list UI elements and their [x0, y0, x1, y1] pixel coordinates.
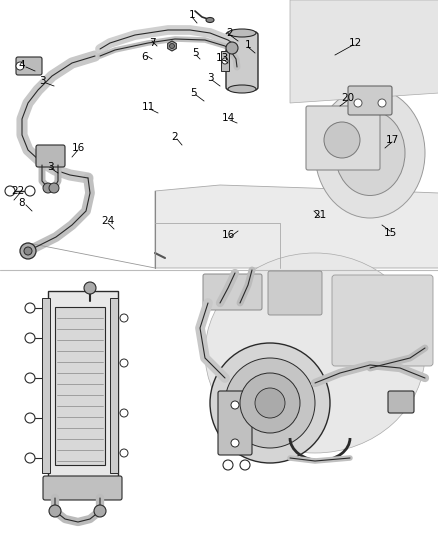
- Circle shape: [120, 314, 128, 322]
- Text: 15: 15: [382, 228, 396, 238]
- Circle shape: [230, 439, 238, 447]
- Circle shape: [25, 303, 35, 313]
- Circle shape: [223, 460, 233, 470]
- FancyBboxPatch shape: [36, 145, 65, 167]
- Circle shape: [222, 58, 227, 64]
- Circle shape: [240, 373, 299, 433]
- Text: 16: 16: [221, 230, 234, 240]
- Circle shape: [230, 401, 238, 409]
- Circle shape: [49, 183, 59, 193]
- FancyBboxPatch shape: [267, 271, 321, 315]
- Ellipse shape: [227, 85, 255, 93]
- Bar: [48, 291, 118, 481]
- Text: 13: 13: [215, 53, 228, 63]
- Text: 3: 3: [46, 162, 53, 172]
- Circle shape: [226, 42, 237, 54]
- Text: 5: 5: [192, 48, 199, 58]
- Text: 21: 21: [313, 210, 326, 220]
- FancyBboxPatch shape: [202, 274, 261, 310]
- FancyBboxPatch shape: [16, 57, 42, 75]
- FancyBboxPatch shape: [226, 32, 258, 90]
- Circle shape: [16, 62, 24, 70]
- Text: 24: 24: [101, 216, 114, 226]
- Circle shape: [120, 449, 128, 457]
- Circle shape: [323, 122, 359, 158]
- Circle shape: [20, 243, 36, 259]
- Circle shape: [25, 186, 35, 196]
- Text: 14: 14: [221, 113, 234, 123]
- Circle shape: [5, 186, 15, 196]
- Bar: [42, 298, 50, 473]
- Text: 2: 2: [226, 28, 233, 38]
- FancyBboxPatch shape: [331, 275, 432, 366]
- Circle shape: [240, 460, 249, 470]
- Text: 12: 12: [348, 38, 361, 48]
- Polygon shape: [290, 0, 438, 103]
- Text: 22: 22: [11, 186, 25, 196]
- Text: 8: 8: [19, 198, 25, 208]
- Text: 17: 17: [385, 135, 398, 145]
- FancyBboxPatch shape: [387, 391, 413, 413]
- Circle shape: [49, 505, 61, 517]
- Circle shape: [120, 359, 128, 367]
- Ellipse shape: [334, 110, 404, 196]
- Circle shape: [209, 343, 329, 463]
- Text: 7: 7: [148, 38, 155, 48]
- Text: 3: 3: [206, 73, 213, 83]
- FancyBboxPatch shape: [305, 106, 379, 170]
- Circle shape: [94, 505, 106, 517]
- Text: 6: 6: [141, 52, 148, 62]
- Circle shape: [169, 44, 174, 49]
- Text: 2: 2: [171, 132, 178, 142]
- Text: 20: 20: [341, 93, 354, 103]
- Circle shape: [353, 99, 361, 107]
- Circle shape: [25, 413, 35, 423]
- FancyBboxPatch shape: [218, 391, 251, 455]
- Polygon shape: [155, 185, 438, 268]
- Circle shape: [25, 373, 35, 383]
- Ellipse shape: [205, 253, 424, 453]
- Circle shape: [84, 282, 96, 294]
- Text: 11: 11: [141, 102, 154, 112]
- Circle shape: [225, 358, 314, 448]
- Ellipse shape: [227, 29, 255, 37]
- Text: 4: 4: [19, 60, 25, 70]
- Bar: [55, 307, 105, 465]
- Bar: [110, 298, 118, 473]
- Ellipse shape: [314, 88, 424, 218]
- Text: 5: 5: [190, 88, 197, 98]
- Text: 16: 16: [71, 143, 85, 153]
- FancyBboxPatch shape: [347, 86, 391, 115]
- Circle shape: [120, 409, 128, 417]
- Text: 3: 3: [39, 76, 45, 86]
- Circle shape: [25, 333, 35, 343]
- FancyBboxPatch shape: [43, 476, 122, 500]
- Circle shape: [254, 388, 284, 418]
- Circle shape: [377, 99, 385, 107]
- Bar: [220, 51, 229, 71]
- Circle shape: [24, 247, 32, 255]
- Text: 1: 1: [188, 10, 195, 20]
- Text: 1: 1: [244, 40, 251, 50]
- Ellipse shape: [205, 18, 213, 22]
- Circle shape: [43, 183, 53, 193]
- Circle shape: [25, 453, 35, 463]
